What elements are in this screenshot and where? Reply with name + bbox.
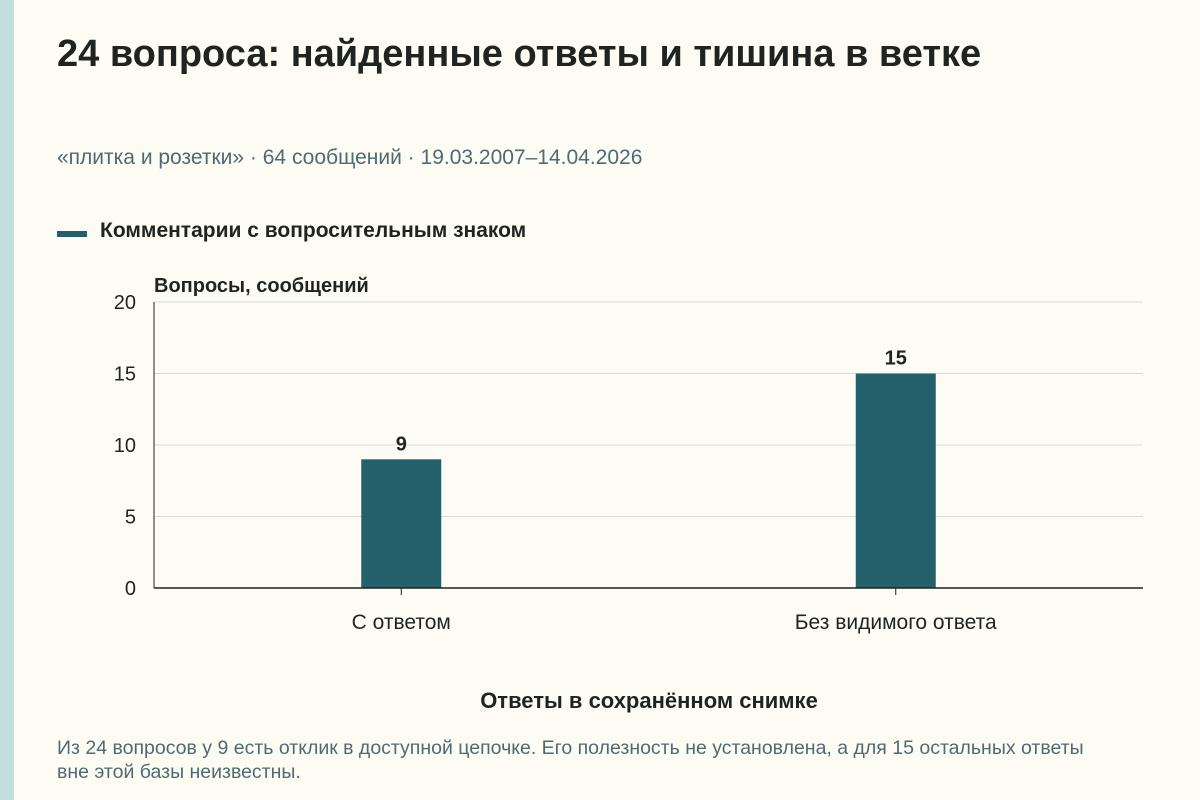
bar	[855, 373, 936, 588]
y-tick-label: 10	[114, 435, 136, 457]
y-axis-title: Вопросы, сообщений	[154, 275, 369, 297]
page-title: 24 вопроса: найденные ответы и тишина в …	[57, 33, 982, 75]
accent-strip	[0, 0, 14, 800]
y-tick-label: 15	[114, 364, 136, 386]
y-tick-label: 0	[125, 578, 136, 600]
bar-data-label: 9	[396, 433, 407, 455]
axes-layer	[153, 302, 1143, 595]
grid-layer	[154, 301, 1143, 517]
legend-label: Комментарии с вопросительным знаком	[100, 219, 527, 242]
page-subtitle: «плитка и розетки» · 64 сообщений · 19.0…	[57, 146, 643, 169]
x-tick-label: С ответом	[352, 611, 451, 634]
x-axis-title: Ответы в сохранённом снимке	[480, 688, 818, 713]
bar	[361, 459, 442, 588]
x-tick-label: Без видимого ответа	[795, 611, 997, 634]
legend-swatch	[57, 231, 87, 237]
labels-layer: 0 5 10 15 20 9 С ответом 15 Без видимого ответа	[114, 292, 997, 634]
y-tick-label: 20	[114, 292, 136, 314]
chart-legend: Комментарии с вопросительным знаком	[57, 219, 526, 243]
bar-data-label: 15	[885, 348, 907, 370]
y-tick-label: 5	[125, 507, 136, 529]
footer-note: Из 24 вопросов у 9 есть отклик в доступн…	[57, 737, 1084, 784]
bars-layer	[361, 373, 936, 588]
